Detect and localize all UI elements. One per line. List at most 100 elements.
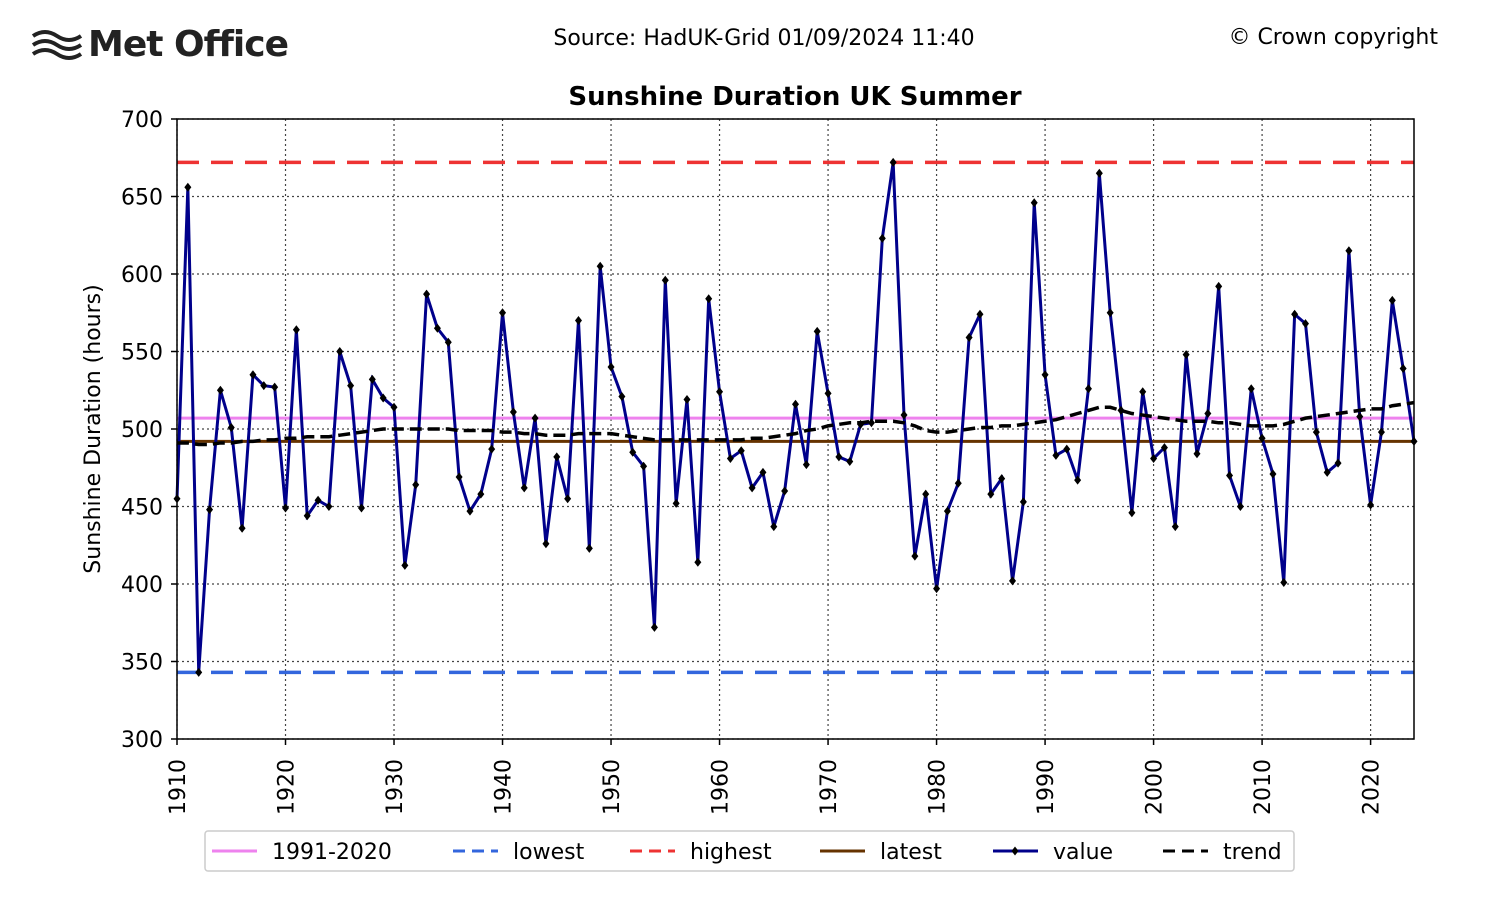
data-point — [672, 498, 680, 508]
data-point — [933, 584, 941, 594]
y-tick-label: 450 — [121, 496, 163, 521]
x-tick-label: 1930 — [383, 759, 408, 815]
data-point — [1356, 412, 1364, 422]
data-point — [390, 402, 398, 412]
data-point — [650, 622, 658, 632]
data-point — [737, 446, 745, 456]
data-point — [1095, 168, 1103, 178]
y-tick-label: 700 — [121, 108, 163, 133]
data-point — [564, 494, 572, 504]
data-point — [216, 385, 224, 395]
data-point — [1236, 502, 1244, 511]
data-point — [802, 460, 810, 470]
data-point — [466, 506, 474, 516]
x-tick-label: 2020 — [1360, 759, 1385, 815]
data-point — [1171, 522, 1179, 532]
y-tick-label: 500 — [121, 418, 163, 443]
data-point — [911, 551, 919, 561]
data-point — [867, 418, 875, 428]
data-point — [499, 308, 507, 318]
data-point — [1030, 198, 1038, 208]
data-point — [260, 381, 268, 391]
data-point — [553, 452, 561, 462]
data-point — [1150, 453, 1158, 463]
data-point — [694, 557, 702, 567]
data-point — [1399, 364, 1407, 374]
copyright: © Crown copyright — [1228, 25, 1438, 50]
data-point — [509, 407, 517, 417]
data-point — [824, 388, 832, 398]
data-point — [965, 333, 973, 343]
data-point — [1291, 309, 1299, 319]
data-point — [716, 387, 724, 397]
data-point — [1041, 370, 1049, 380]
data-point — [368, 374, 376, 384]
x-tick-label: 1940 — [492, 759, 517, 815]
data-point — [282, 503, 290, 513]
logo-icon — [31, 30, 83, 60]
data-point — [1345, 246, 1353, 256]
data-point — [1074, 475, 1082, 485]
data-point — [748, 483, 756, 493]
data-point — [889, 157, 897, 167]
data-point — [292, 325, 300, 335]
data-point — [1367, 500, 1375, 510]
data-point — [1204, 409, 1212, 418]
data-point — [433, 323, 441, 333]
data-point — [206, 505, 214, 515]
data-point — [455, 472, 463, 482]
data-point — [618, 391, 626, 401]
data-point — [1215, 281, 1223, 291]
logo-text: Met Office — [88, 24, 288, 65]
data-point — [835, 452, 843, 462]
data-point — [1323, 467, 1331, 477]
y-axis-label: Sunshine Duration (hours) — [81, 284, 106, 573]
y-tick-label: 300 — [121, 728, 163, 753]
data-point — [813, 326, 821, 336]
data-point — [878, 233, 886, 243]
data-point — [1301, 319, 1309, 329]
x-tick-label: 1920 — [275, 759, 300, 815]
data-point — [477, 489, 485, 499]
data-point — [347, 381, 355, 391]
data-point — [1019, 497, 1027, 507]
data-point — [227, 422, 235, 432]
data-point — [900, 410, 908, 420]
data-point — [943, 506, 951, 516]
data-point — [922, 489, 930, 499]
data-point — [1377, 427, 1385, 437]
data-point — [1052, 450, 1060, 460]
x-tick-label: 1960 — [709, 759, 734, 815]
data-point — [1226, 471, 1234, 480]
data-point — [1160, 443, 1168, 453]
data-point — [1063, 444, 1071, 454]
y-tick-label: 600 — [121, 263, 163, 288]
data-point — [488, 444, 496, 454]
data-point — [1128, 508, 1136, 518]
y-tick-label: 350 — [121, 651, 163, 676]
x-tick-label: 1990 — [1034, 759, 1059, 815]
data-point — [770, 522, 778, 532]
data-point — [705, 294, 713, 304]
data-point — [781, 486, 789, 496]
x-tick-label: 1970 — [817, 759, 842, 815]
data-point — [759, 467, 767, 477]
legend-label: lowest — [513, 840, 585, 865]
data-point — [423, 289, 431, 299]
data-point — [585, 543, 593, 553]
data-point — [401, 560, 409, 570]
data-point — [520, 483, 528, 493]
data-point — [607, 362, 615, 372]
data-point — [629, 447, 637, 457]
data-point — [596, 261, 604, 271]
legend-frame — [204, 830, 1295, 872]
legend-label: latest — [880, 840, 942, 865]
source: Source: HadUK-Grid 01/09/2024 11:40 — [553, 26, 974, 51]
data-point — [1334, 458, 1342, 468]
data-point — [184, 182, 192, 192]
data-point — [195, 667, 203, 677]
data-point — [1388, 295, 1396, 305]
data-point — [1139, 387, 1147, 397]
data-point — [726, 453, 734, 463]
data-point — [1106, 308, 1114, 318]
